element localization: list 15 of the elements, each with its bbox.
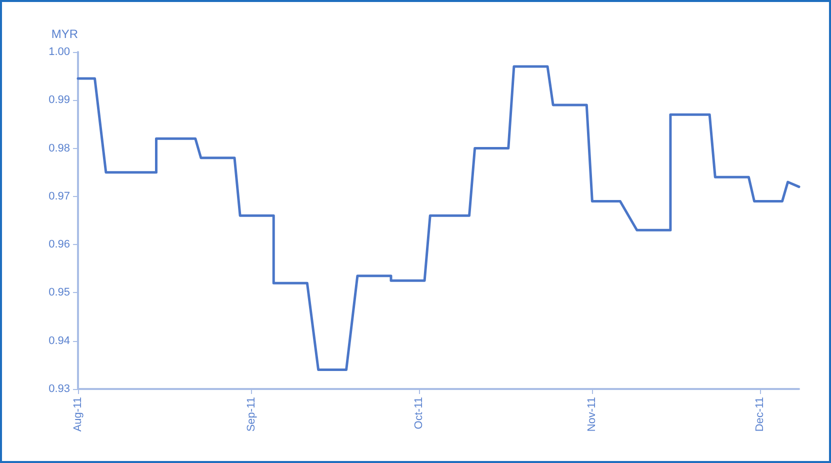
y-tick-label: 0.93: [48, 383, 70, 395]
y-tick-label: 0.98: [48, 142, 70, 154]
x-tick-label: Oct-11: [412, 397, 425, 430]
x-tick-label: Dec-11: [754, 397, 766, 432]
line-series: [76, 65, 800, 371]
y-tick-label: 0.96: [48, 238, 70, 251]
x-tick-label: Nov-11: [586, 397, 598, 432]
y-tick-label: 1.00: [48, 46, 70, 58]
y-axis-title: MYR: [51, 27, 78, 41]
y-tick-label: 0.99: [48, 94, 70, 106]
x-tick-label: Aug-11: [72, 397, 84, 432]
y-tick-label: 0.94: [48, 334, 70, 347]
y-tick-label: 0.97: [48, 190, 70, 202]
y-tick-label: 0.95: [48, 286, 70, 299]
x-tick-label: Sep-11: [245, 397, 258, 432]
